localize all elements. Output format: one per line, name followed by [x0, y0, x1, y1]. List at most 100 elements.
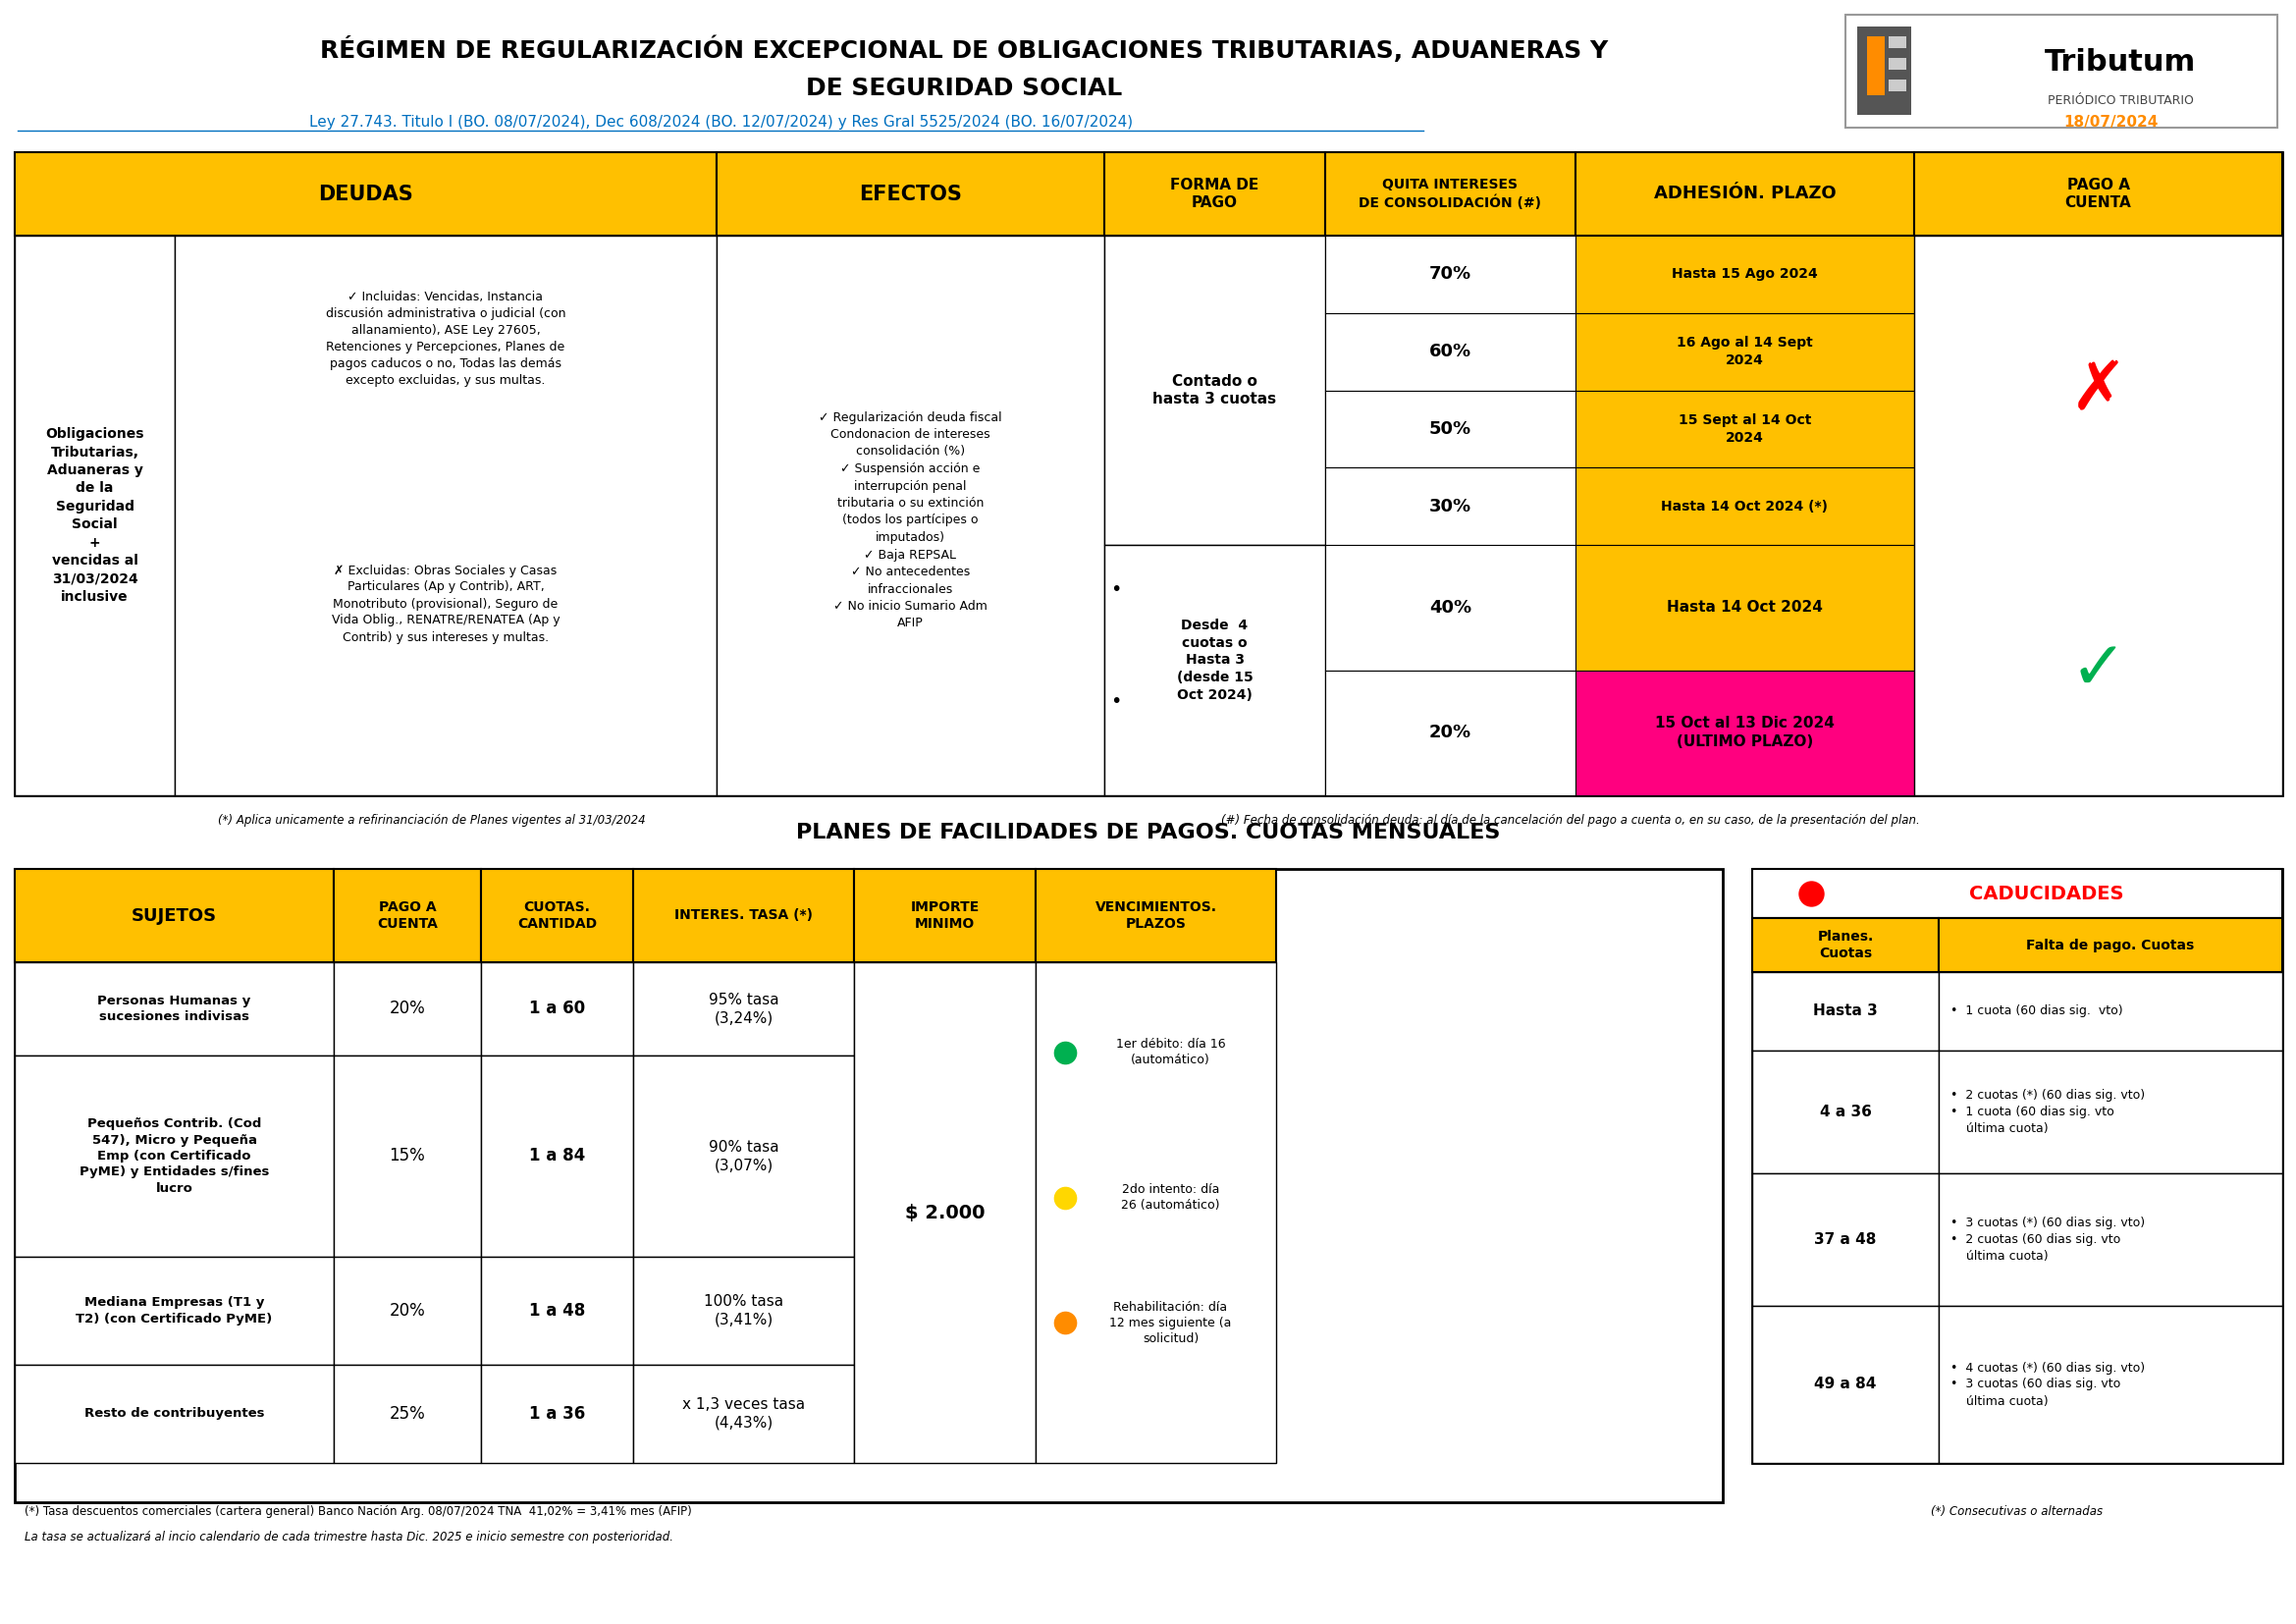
Bar: [14, 869, 333, 963]
Text: •  2 cuotas (*) (60 dias sig. vto)
•  1 cuota (60 dias sig. vto
    última cuota: • 2 cuotas (*) (60 dias sig. vto) • 1 cu…: [1952, 1088, 2144, 1135]
Bar: [14, 153, 2282, 796]
Bar: [14, 153, 716, 235]
Text: Obligaciones
Tributarias,
Aduaneras y
de la
Seguridad
Social
+
vencidas al
31/03: Obligaciones Tributarias, Aduaneras y de…: [46, 427, 145, 604]
Bar: [480, 1257, 634, 1364]
Text: PERIÓDICO TRIBUTARIO: PERIÓDICO TRIBUTARIO: [2048, 94, 2193, 107]
Text: 37 a 48: 37 a 48: [1814, 1233, 1876, 1247]
Bar: [1890, 58, 1906, 70]
Bar: [634, 869, 854, 963]
Bar: [14, 963, 333, 1056]
Text: Personas Humanas y
sucesiones indivisas: Personas Humanas y sucesiones indivisas: [96, 994, 250, 1023]
Bar: [1915, 235, 2282, 796]
Text: •: •: [1111, 580, 1123, 599]
Bar: [1575, 546, 1915, 671]
Bar: [854, 963, 1035, 1463]
Text: 15 Sept al 14 Oct
2024: 15 Sept al 14 Oct 2024: [1678, 414, 1812, 445]
Bar: [1938, 973, 2282, 1051]
Text: (#) Fecha de consolidación deuda: al día de la cancelación del pago a cuenta o, : (#) Fecha de consolidación deuda: al día…: [1221, 814, 1919, 827]
Text: IMPORTE
MINIMO: IMPORTE MINIMO: [909, 900, 980, 931]
Text: 1 a 48: 1 a 48: [528, 1302, 585, 1320]
Bar: [1575, 671, 1915, 796]
Bar: [716, 153, 1104, 235]
Text: •  3 cuotas (*) (60 dias sig. vto)
•  2 cuotas (60 dias sig. vto
    última cuot: • 3 cuotas (*) (60 dias sig. vto) • 2 cu…: [1952, 1216, 2144, 1263]
Text: 50%: 50%: [1428, 421, 1472, 438]
Bar: [14, 235, 174, 796]
Text: 16 Ago al 14 Sept
2024: 16 Ago al 14 Sept 2024: [1676, 336, 1814, 367]
Text: Hasta 14 Oct 2024 (*): Hasta 14 Oct 2024 (*): [1662, 500, 1828, 513]
Bar: [1752, 1306, 1938, 1463]
Text: $ 2.000: $ 2.000: [905, 1203, 985, 1221]
Bar: [1938, 1173, 2282, 1306]
Text: 1 a 84: 1 a 84: [528, 1147, 585, 1164]
Bar: [1325, 468, 1575, 546]
Bar: [1752, 869, 2282, 918]
Text: 95% tasa
(3,24%): 95% tasa (3,24%): [709, 992, 778, 1025]
Text: (*) Aplica unicamente a refirinanciación de Planes vigentes al 31/03/2024: (*) Aplica unicamente a refirinanciación…: [218, 814, 645, 827]
Text: INTERES. TASA (*): INTERES. TASA (*): [675, 909, 813, 922]
Text: La tasa se actualizará al incio calendario de cada trimestre hasta Dic. 2025 e i: La tasa se actualizará al incio calendar…: [25, 1530, 673, 1543]
Bar: [1575, 468, 1915, 546]
Text: 70%: 70%: [1428, 265, 1472, 283]
Text: Hasta 15 Ago 2024: Hasta 15 Ago 2024: [1671, 268, 1818, 281]
Bar: [174, 235, 716, 796]
Text: 15 Oct al 13 Dic 2024
(ULTIMO PLAZO): 15 Oct al 13 Dic 2024 (ULTIMO PLAZO): [1655, 716, 1835, 749]
Bar: [14, 1364, 333, 1463]
Bar: [1752, 1173, 1938, 1306]
Text: •: •: [1111, 693, 1123, 711]
Text: ✓ Incluidas: Vencidas, Instancia
discusión administrativa o judicial (con
allana: ✓ Incluidas: Vencidas, Instancia discusi…: [326, 291, 565, 387]
Bar: [1890, 80, 1906, 91]
Bar: [1035, 963, 1277, 1463]
Text: RÉGIMEN DE REGULARIZACIÓN EXCEPCIONAL DE OBLIGACIONES TRIBUTARIAS, ADUANERAS Y: RÉGIMEN DE REGULARIZACIÓN EXCEPCIONAL DE…: [319, 36, 1609, 63]
Bar: [1575, 153, 1915, 235]
Bar: [480, 869, 634, 963]
Text: Pequeños Contrib. (Cod
547), Micro y Pequeña
Emp (con Certificado
PyME) y Entida: Pequeños Contrib. (Cod 547), Micro y Peq…: [80, 1117, 269, 1195]
Text: ✓: ✓: [2069, 637, 2126, 703]
Text: QUITA INTERESES
DE CONSOLIDACIÓN (#): QUITA INTERESES DE CONSOLIDACIÓN (#): [1359, 177, 1541, 209]
Bar: [634, 1364, 854, 1463]
Text: CUOTAS.
CANTIDAD: CUOTAS. CANTIDAD: [517, 900, 597, 931]
Bar: [1857, 26, 1910, 115]
Text: Tributum: Tributum: [2043, 47, 2195, 76]
Bar: [854, 869, 1035, 963]
Bar: [716, 235, 1104, 796]
Text: VENCIMIENTOS.
PLAZOS: VENCIMIENTOS. PLAZOS: [1095, 900, 1217, 931]
Bar: [1325, 313, 1575, 390]
Bar: [1915, 153, 2282, 235]
Text: 49 a 84: 49 a 84: [1814, 1377, 1876, 1392]
Bar: [1104, 153, 1325, 235]
Bar: [333, 1364, 480, 1463]
Text: 15%: 15%: [390, 1147, 425, 1164]
Bar: [1867, 36, 1885, 96]
Text: FORMA DE
PAGO: FORMA DE PAGO: [1171, 177, 1258, 211]
Bar: [1752, 918, 1938, 973]
Bar: [14, 869, 1722, 1502]
Text: 100% tasa
(3,41%): 100% tasa (3,41%): [705, 1294, 783, 1327]
Bar: [1890, 36, 1906, 49]
Bar: [1575, 313, 1915, 390]
Text: ✗ Excluidas: Obras Sociales y Casas
Particulares (Ap y Contrib), ART,
Monotribut: ✗ Excluidas: Obras Sociales y Casas Part…: [331, 564, 560, 643]
Bar: [1752, 1051, 1938, 1173]
Bar: [333, 869, 480, 963]
Text: (*) Consecutivas o alternadas: (*) Consecutivas o alternadas: [1931, 1505, 2103, 1518]
Bar: [1035, 869, 1277, 963]
Text: DEUDAS: DEUDAS: [319, 184, 413, 203]
Bar: [333, 1056, 480, 1257]
Bar: [14, 1056, 333, 1257]
Bar: [14, 1257, 333, 1364]
Bar: [1104, 235, 1325, 546]
Text: PLANES DE FACILIDADES DE PAGOS. CUOTAS MENSUALES: PLANES DE FACILIDADES DE PAGOS. CUOTAS M…: [797, 823, 1499, 843]
Text: 4 a 36: 4 a 36: [1818, 1104, 1871, 1119]
Text: 20%: 20%: [1428, 724, 1472, 742]
Text: 60%: 60%: [1428, 343, 1472, 361]
Text: Falta de pago. Cuotas: Falta de pago. Cuotas: [2027, 939, 2195, 952]
Text: 18/07/2024: 18/07/2024: [2064, 115, 2158, 130]
Text: SUJETOS: SUJETOS: [131, 906, 218, 924]
Bar: [1938, 918, 2282, 973]
Text: 2do intento: día
26 (automático): 2do intento: día 26 (automático): [1120, 1184, 1219, 1212]
Bar: [1575, 235, 1915, 313]
Bar: [480, 963, 634, 1056]
Text: (*) Tasa descuentos comerciales (cartera general) Banco Nación Arg. 08/07/2024 T: (*) Tasa descuentos comerciales (cartera…: [25, 1505, 691, 1518]
Text: •  1 cuota (60 dias sig.  vto): • 1 cuota (60 dias sig. vto): [1952, 1005, 2124, 1018]
Bar: [480, 1364, 634, 1463]
Text: PAGO A
CUENTA: PAGO A CUENTA: [377, 900, 439, 931]
